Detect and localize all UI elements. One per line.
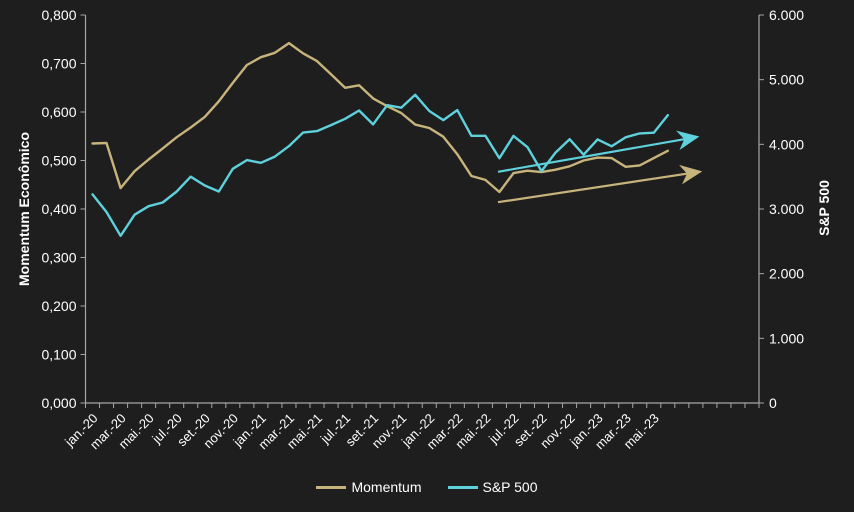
right-axis-tick-label: 0 — [769, 395, 777, 411]
left-axis-tick-label: 0,500 — [41, 153, 76, 169]
right-axis-tick-label: 4.000 — [769, 136, 804, 152]
right-axis-title: S&P 500 — [816, 180, 832, 236]
left-axis-tick-label: 0,400 — [41, 201, 76, 217]
legend-item-momentum: Momentum — [316, 479, 422, 495]
momentum-series-line — [91, 41, 669, 194]
legend: Momentum S&P 500 — [0, 479, 854, 495]
left-axis-tick-label: 0,600 — [41, 104, 76, 120]
legend-item-sp500: S&P 500 — [447, 479, 538, 495]
sp500-line-swatch — [447, 485, 478, 489]
right-axis-tick-label: 6.000 — [769, 7, 804, 23]
right-axis-tick-label: 3.000 — [769, 201, 804, 217]
sp500-series-line — [91, 93, 669, 238]
left-axis-tick-label: 0,300 — [41, 250, 76, 266]
right-axis-tick-label: 5.000 — [769, 72, 804, 88]
left-axis-tick-label: 0,000 — [41, 395, 76, 411]
right-axis-tick-label: 1.000 — [769, 330, 804, 346]
legend-label-momentum: Momentum — [351, 479, 422, 495]
left-axis-tick-label: 0,700 — [41, 56, 76, 72]
left-axis-tick-label: 0,100 — [41, 347, 76, 363]
legend-label-sp500: S&P 500 — [482, 479, 538, 495]
momentum-line-swatch — [316, 485, 347, 489]
left-axis-title: Momentum Econômico — [16, 131, 32, 287]
sp500-trend-arrow — [497, 130, 700, 173]
right-axis-tick-label: 2.000 — [769, 266, 804, 282]
left-axis-tick-label: 0,200 — [41, 298, 76, 314]
left-axis-tick-label: 0,800 — [41, 7, 76, 23]
momentum-trend-arrow — [497, 164, 703, 204]
